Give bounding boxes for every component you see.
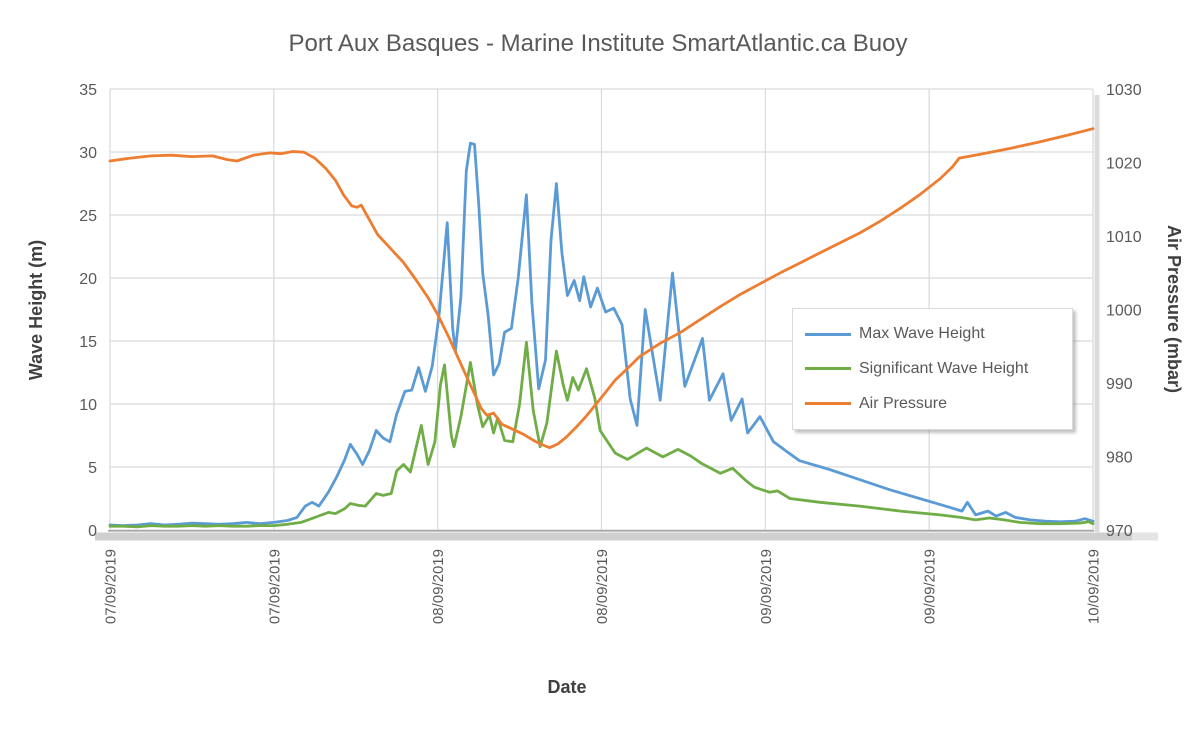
plot-shadow-bottom-fade — [1132, 532, 1158, 541]
x-axis-tick-label: 07/09/2019 — [103, 549, 120, 624]
legend-item-significant-wave-height: Significant Wave Height — [805, 358, 1072, 380]
right-axis-tick-label: 990 — [1106, 376, 1133, 393]
left-axis-tick-label: 0 — [88, 523, 97, 540]
plot-shadow — [95, 95, 1158, 541]
right-axis-tick-label: 1020 — [1106, 156, 1142, 173]
series-lines — [108, 127, 1095, 529]
left-axis-tick-label: 25 — [79, 208, 97, 225]
x-axis-tick-label: 08/09/2019 — [430, 549, 447, 624]
right-axis-tick-label: 1010 — [1106, 229, 1142, 246]
plot-shadow-right — [1094, 95, 1100, 532]
left-axis-tick-label: 5 — [88, 460, 97, 477]
left-axis-tick-label: 35 — [79, 82, 97, 99]
legend-label: Air Pressure — [859, 394, 948, 412]
left-axis-tick-label: 10 — [79, 397, 97, 414]
legend-item-air-pressure: Air Pressure — [805, 393, 1072, 415]
legend-label: Max Wave Height — [859, 325, 985, 343]
x-axis-tick-label: 09/09/2019 — [758, 549, 775, 624]
tick-labels: 0 5 10 15 20 25 30 35 970 980 990 1000 1010 1020 1030 0… — [79, 82, 1141, 624]
chart-title: Port Aux Basques - Marine Institute Smar… — [289, 30, 908, 57]
left-axis-tick-label: 30 — [79, 145, 97, 162]
right-axis-tick-label: 980 — [1106, 450, 1133, 467]
x-axis-tick-label: 10/09/2019 — [1086, 549, 1103, 624]
series-line-significant-wave-height — [108, 340, 1095, 529]
right-axis-tick-label: 1000 — [1106, 303, 1142, 320]
legend-label: Significant Wave Height — [859, 359, 1029, 377]
legend-line-swatch — [805, 402, 851, 406]
x-axis-title: Date — [547, 677, 586, 697]
left-axis-title: Wave Height (m) — [26, 240, 46, 380]
gridlines — [109, 88, 1094, 531]
left-axis-tick-label: 15 — [79, 334, 97, 351]
right-axis-title: Air Pressure (mbar) — [1164, 225, 1184, 393]
series-line-max-wave-height — [108, 141, 1095, 527]
x-axis-tick-label: 08/09/2019 — [594, 549, 611, 624]
right-axis-tick-label: 1030 — [1106, 82, 1142, 99]
right-axis-tick-label: 970 — [1106, 523, 1133, 540]
legend-line-swatch — [805, 367, 851, 371]
left-axis-tick-label: 20 — [79, 271, 97, 288]
x-axis-tick-label: 07/09/2019 — [266, 549, 283, 624]
legend-item-max-wave-height: Max Wave Height — [805, 323, 1072, 345]
chart-legend: Max Wave Height Significant Wave Height Ai… — [792, 308, 1073, 430]
series-line-air-pressure — [108, 127, 1095, 450]
legend-line-swatch — [805, 332, 851, 336]
plot-shadow-bottom — [95, 532, 1132, 541]
x-axis-tick-label: 09/09/2019 — [922, 549, 939, 624]
